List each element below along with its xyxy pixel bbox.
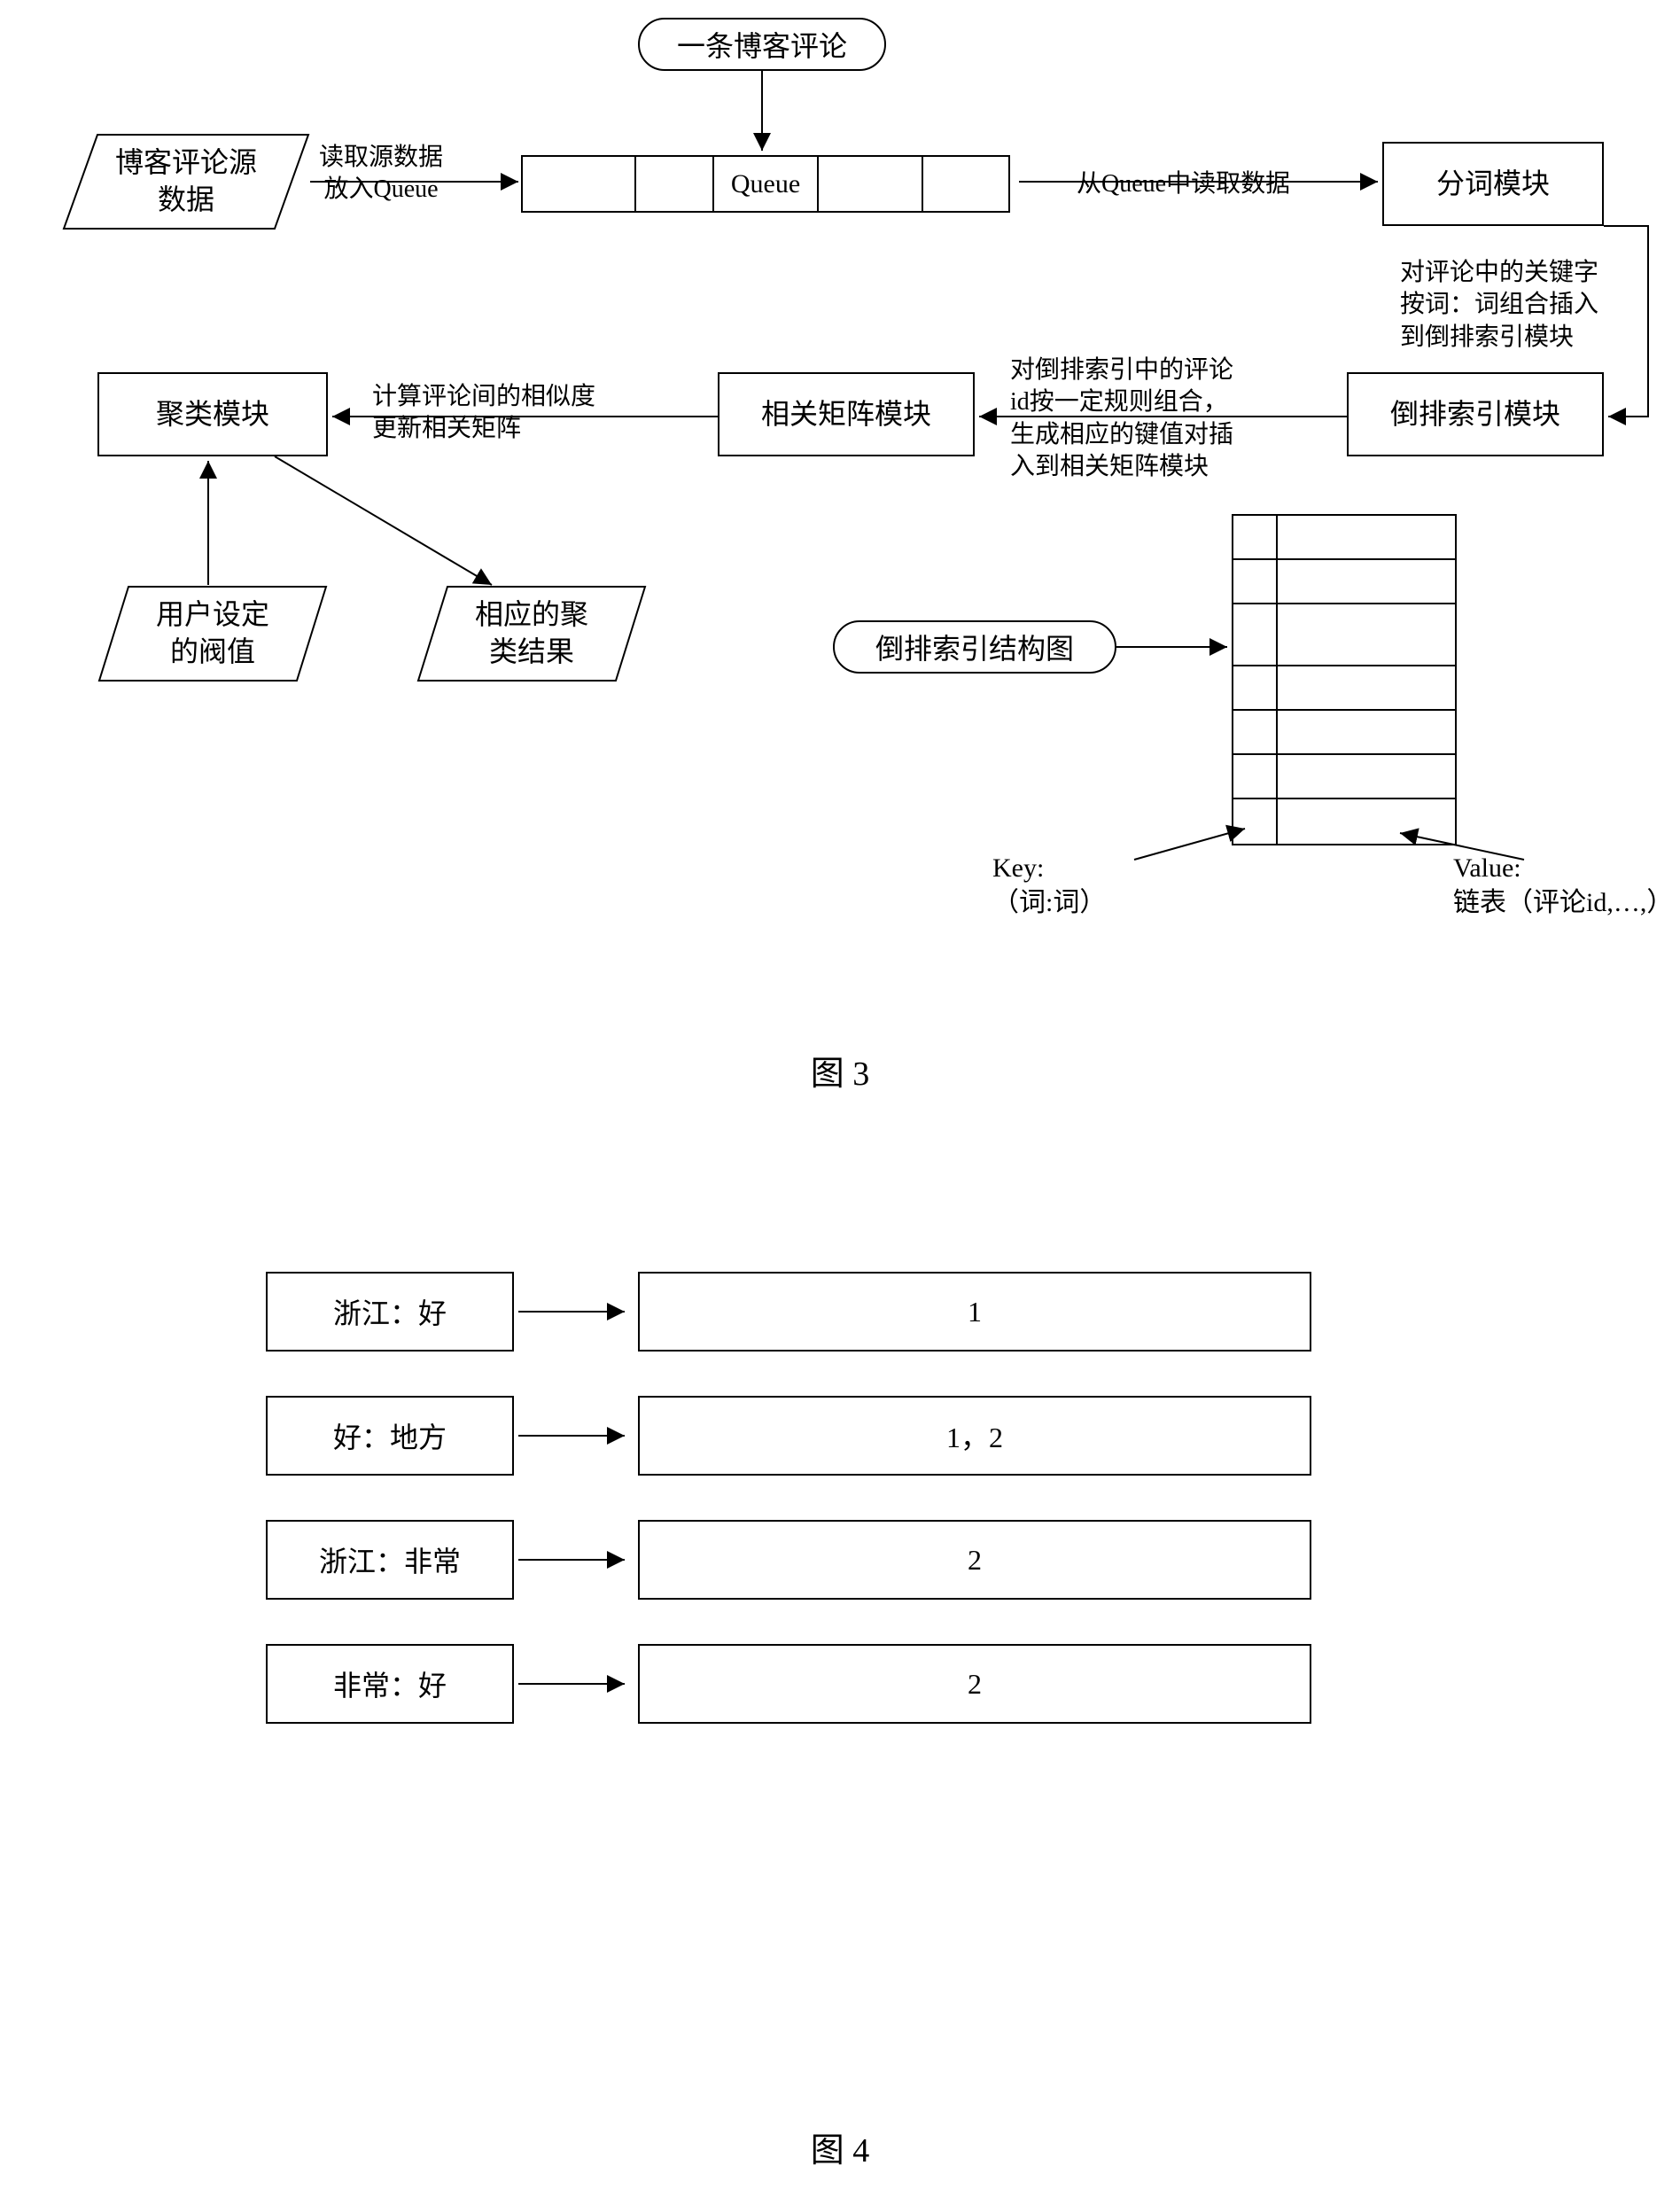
figure-4: 浙江：好 1 好：地方 1，2 浙江：非常 2 非常：好 2: [18, 1272, 1662, 2069]
index-table: [1232, 514, 1457, 845]
label-read-queue: 读取源数据 放入Queue: [319, 142, 443, 206]
box-segmentation: 分词模块: [1382, 142, 1604, 226]
fig4-row: 非常：好 2: [266, 1644, 1662, 1724]
fig4-value-box: 1: [638, 1272, 1311, 1352]
parallelogram-threshold-text: 用户设定 的阀值: [156, 596, 269, 670]
fig4-rows-container: 浙江：好 1 好：地方 1，2 浙江：非常 2 非常：好 2: [18, 1272, 1662, 1724]
queue-cell-1: [521, 155, 636, 213]
index-row: [1233, 560, 1455, 604]
box-clustering-text: 聚类模块: [156, 396, 269, 433]
fig4-key-box: 浙江：非常: [266, 1520, 514, 1600]
oval-index-structure-text: 倒排索引结构图: [875, 627, 1074, 667]
parallelogram-source-text: 博客评论源 数据: [115, 144, 257, 218]
box-inverted-index: 倒排索引模块: [1347, 372, 1604, 456]
fig4-row: 浙江：好 1: [266, 1272, 1662, 1352]
index-row: [1233, 755, 1455, 799]
fig4-row: 好：地方 1，2: [266, 1396, 1662, 1476]
parallelogram-result-text: 相应的聚 类结果: [475, 596, 588, 670]
fig4-arrow: [514, 1272, 638, 1352]
fig4-value-box: 2: [638, 1520, 1311, 1600]
fig4-value-box: 1，2: [638, 1396, 1311, 1476]
queue-cell-2: [634, 155, 714, 213]
index-row: [1233, 516, 1455, 560]
index-row: [1233, 799, 1455, 844]
label-seg-to-index: 对评论中的关键字 按词：词组合插入 到倒排索引模块: [1400, 257, 1598, 354]
fig3-caption: 图 3: [18, 1046, 1662, 1094]
parallelogram-result: 相应的聚 类结果: [416, 585, 647, 682]
index-row: [1233, 711, 1455, 755]
queue-cell-5: [922, 155, 1010, 213]
box-segmentation-text: 分词模块: [1436, 166, 1550, 203]
box-clustering: 聚类模块: [97, 372, 328, 456]
key-label: Key: （词:词）: [992, 851, 1106, 920]
queue-cell-4: [817, 155, 923, 213]
queue-container: Queue: [523, 155, 1010, 213]
fig4-value-box: 2: [638, 1644, 1311, 1724]
figure-3: 一条博客评论 博客评论源 数据 读取源数据 放入Queue Queue 从Que…: [18, 18, 1662, 993]
box-correlation-matrix-text: 相关矩阵模块: [761, 396, 931, 433]
label-matrix-to-cluster: 计算评论间的相似度 更新相关矩阵: [372, 381, 595, 446]
diagram-container: 一条博客评论 博客评论源 数据 读取源数据 放入Queue Queue 从Que…: [18, 18, 1662, 2171]
queue-label-text: Queue: [731, 169, 800, 199]
queue-cell-queue: Queue: [712, 155, 819, 213]
fig4-arrow: [514, 1520, 638, 1600]
index-row: [1233, 604, 1455, 666]
box-inverted-index-text: 倒排索引模块: [1390, 396, 1560, 433]
oval-index-structure: 倒排索引结构图: [833, 620, 1116, 674]
fig4-key-box: 非常：好: [266, 1644, 514, 1724]
value-label: Value: 链表（评论id,…,）: [1453, 851, 1662, 920]
fig4-caption: 图 4: [18, 2123, 1662, 2171]
box-correlation-matrix: 相关矩阵模块: [718, 372, 975, 456]
fig4-arrow: [514, 1644, 638, 1724]
label-index-to-matrix: 对倒排索引中的评论 id按一定规则组合， 生成相应的键值对插 入到相关矩阵模块: [1010, 354, 1233, 484]
fig4-arrow: [514, 1396, 638, 1476]
parallelogram-source-data: 博客评论源 数据: [62, 133, 310, 230]
parallelogram-threshold: 用户设定 的阀值: [97, 585, 328, 682]
oval-blog-comment-text: 一条博客评论: [677, 24, 847, 65]
fig4-row: 浙江：非常 2: [266, 1520, 1662, 1600]
index-row: [1233, 666, 1455, 711]
fig4-key-box: 浙江：好: [266, 1272, 514, 1352]
label-from-queue: 从Queue中读取数据: [1077, 168, 1290, 200]
fig4-key-box: 好：地方: [266, 1396, 514, 1476]
oval-blog-comment: 一条博客评论: [638, 18, 886, 71]
